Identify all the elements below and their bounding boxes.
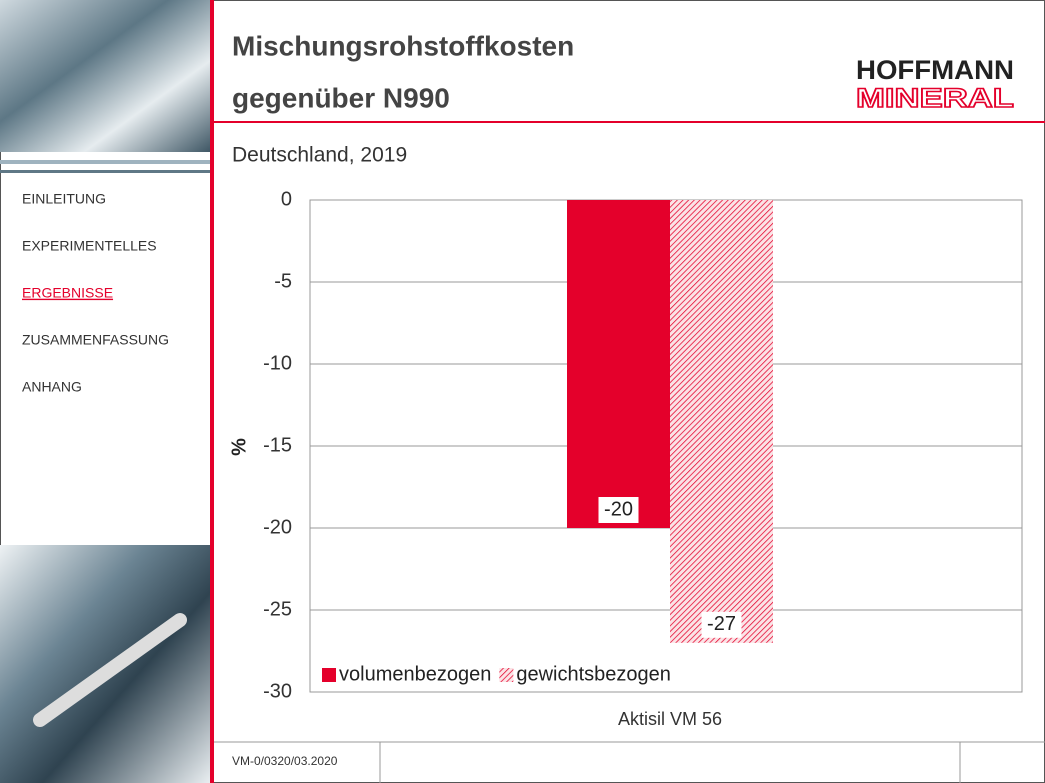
title: gegenüber N990 [232, 82, 450, 113]
bar [670, 200, 773, 643]
data-label: -20 [604, 498, 633, 520]
y-tick-label: -20 [263, 516, 292, 538]
y-tick-label: -30 [263, 680, 292, 702]
y-tick-label: -15 [263, 434, 292, 456]
subtitle: Deutschland, 2019 [232, 144, 407, 167]
nav-item[interactable]: ZUSAMMENFASSUNG [22, 332, 169, 348]
legend-swatch [322, 668, 336, 682]
data-label: -27 [707, 613, 736, 635]
x-tick-label: Aktisil VM 56 [618, 709, 722, 729]
nav-item[interactable]: ERGEBNISSE [22, 285, 113, 301]
legend-label: gewichtsbezogen [516, 663, 671, 685]
header-image [0, 0, 210, 152]
title: Mischungsrohstoffkosten [232, 30, 574, 61]
footer-code: VM-0/0320/03.2020 [232, 754, 338, 768]
stripe [0, 160, 210, 164]
y-axis-label: % [228, 438, 250, 456]
nav-item[interactable]: EXPERIMENTELLES [22, 238, 157, 254]
y-tick-label: -25 [263, 598, 292, 620]
slide: Mischungsrohstoffkosten gegenüber N990 H… [0, 0, 1045, 783]
logo: HOFFMANN [856, 55, 1014, 85]
sidebar-rule [210, 0, 214, 783]
legend-label: volumenbezogen [339, 663, 491, 685]
y-tick-label: -10 [263, 352, 292, 374]
header-rule [214, 121, 1045, 123]
y-tick-label: 0 [281, 188, 292, 210]
nav-item[interactable]: EINLEITUNG [22, 191, 106, 207]
legend-swatch [499, 668, 513, 682]
slide-canvas: Mischungsrohstoffkosten gegenüber N990 H… [0, 0, 1045, 783]
nav-item[interactable]: ANHANG [22, 379, 82, 395]
bar [567, 200, 670, 528]
y-tick-label: -5 [274, 270, 292, 292]
stripe [0, 170, 210, 173]
train-image [0, 545, 210, 783]
logo: MINERAL [856, 83, 1014, 113]
